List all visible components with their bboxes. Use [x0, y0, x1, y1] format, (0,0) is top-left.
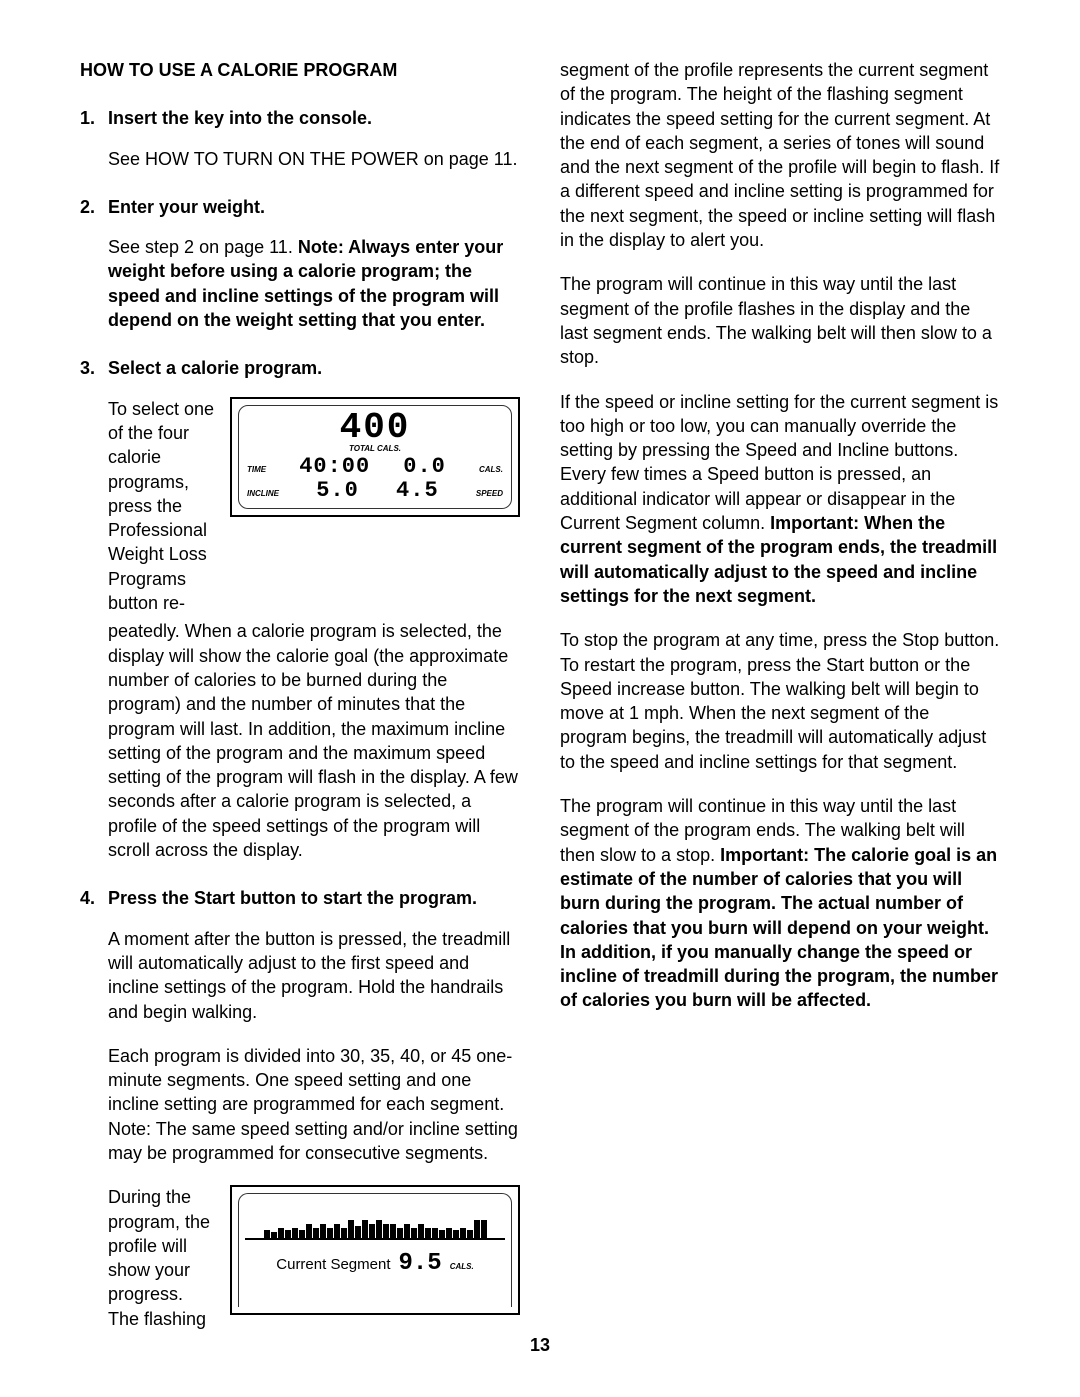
step-heading: Insert the key into the console.	[108, 106, 372, 130]
col2-paragraph: segment of the profile represents the cu…	[560, 58, 1000, 252]
step-number: 3.	[80, 356, 108, 380]
profile-bar	[376, 1220, 382, 1238]
incline-label: INCLINE	[247, 489, 279, 500]
profile-bar	[327, 1228, 333, 1238]
profile-bar	[334, 1224, 340, 1238]
profile-bar	[278, 1228, 284, 1238]
step-1: 1. Insert the key into the console. See …	[80, 106, 520, 171]
profile-bar	[285, 1230, 291, 1238]
step-wrap-text: To select one of the four calorie progra…	[108, 397, 216, 616]
col2-paragraph: To stop the program at any time, press t…	[560, 628, 1000, 774]
profile-bar	[306, 1224, 312, 1238]
step-body-text: See HOW TO TURN ON THE POWER on page 11.	[108, 147, 520, 171]
console-display-2: Current Segment 9.5 CALS.	[230, 1185, 520, 1315]
step-body-text: Each program is divided into 30, 35, 40,…	[108, 1044, 520, 1165]
incline-value: 5.0	[316, 480, 359, 502]
col2-paragraph: If the speed or incline setting for the …	[560, 390, 1000, 609]
profile-bar	[460, 1228, 466, 1238]
profile-bar	[271, 1232, 277, 1238]
profile-bar	[299, 1230, 305, 1238]
profile-bar	[355, 1226, 361, 1238]
cals-label: CALS.	[479, 465, 503, 476]
current-segment-label: Current Segment	[276, 1255, 390, 1275]
total-cals-value: 400	[247, 410, 503, 446]
speed-value: 4.5	[396, 480, 439, 502]
time-value: 40:00	[299, 456, 370, 478]
profile-bar	[292, 1228, 298, 1238]
profile-bar	[474, 1220, 480, 1238]
step-number: 2.	[80, 195, 108, 219]
profile-bar	[320, 1224, 326, 1238]
current-segment-unit: CALS.	[450, 1262, 474, 1273]
step-wrap-text: During the program, the profile will sho…	[108, 1185, 216, 1331]
profile-bar	[390, 1224, 396, 1238]
profile-bar	[404, 1224, 410, 1238]
profile-bar	[341, 1228, 347, 1238]
profile-bar	[264, 1230, 270, 1238]
section-title: HOW TO USE A CALORIE PROGRAM	[80, 58, 520, 82]
step-heading: Enter your weight.	[108, 195, 265, 219]
step-number: 1.	[80, 106, 108, 130]
profile-bar	[432, 1228, 438, 1238]
step-4: 4. Press the Start button to start the p…	[80, 886, 520, 1331]
profile-bar	[313, 1228, 319, 1238]
step-continued-text: peatedly. When a calorie program is sele…	[108, 619, 520, 862]
step-number: 4.	[80, 886, 108, 910]
profile-bar	[397, 1228, 403, 1238]
profile-bar	[481, 1220, 487, 1238]
step-body-text: See step 2 on page 11. Note: Always ente…	[108, 235, 520, 332]
step-3: 3. Select a calorie program. To select o…	[80, 356, 520, 862]
step-heading: Select a calorie program.	[108, 356, 322, 380]
profile-bars	[245, 1202, 505, 1240]
cals-value: 0.0	[403, 456, 446, 478]
profile-bar	[369, 1224, 375, 1238]
page-number: 13	[0, 1333, 1080, 1357]
profile-bar	[425, 1228, 431, 1238]
col2-paragraph: The program will continue in this way un…	[560, 794, 1000, 1013]
profile-bar	[439, 1230, 445, 1238]
profile-bar	[467, 1230, 473, 1238]
profile-bar	[453, 1230, 459, 1238]
profile-bar	[418, 1224, 424, 1238]
total-cals-label: TOTAL CALS.	[247, 444, 503, 455]
col2-paragraph: The program will continue in this way un…	[560, 272, 1000, 369]
console-display-1: 400 TOTAL CALS. TIME 40:00 0.0 CALS. INC…	[230, 397, 520, 518]
current-segment-value: 9.5	[399, 1252, 442, 1276]
time-label: TIME	[247, 465, 266, 476]
profile-bar	[411, 1228, 417, 1238]
profile-bar	[446, 1228, 452, 1238]
step-heading: Press the Start button to start the prog…	[108, 886, 477, 910]
step-2: 2. Enter your weight. See step 2 on page…	[80, 195, 520, 332]
profile-bar	[383, 1224, 389, 1238]
speed-label: SPEED	[476, 489, 503, 500]
profile-bar	[348, 1220, 354, 1238]
step-body-text: A moment after the button is pressed, th…	[108, 927, 520, 1024]
profile-bar	[362, 1220, 368, 1238]
